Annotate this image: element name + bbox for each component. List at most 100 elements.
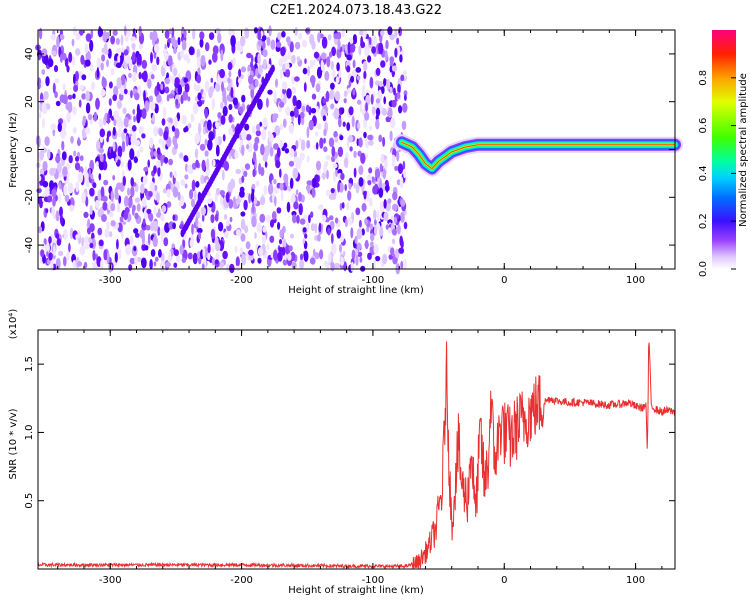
spectrogram-noise-cell — [296, 99, 302, 110]
spectrogram-noise-cell — [361, 228, 365, 236]
spectrogram-noise-cell — [252, 125, 256, 134]
spectrogram-noise-cell — [367, 252, 372, 260]
spectrogram-noise-cell — [51, 188, 57, 198]
spectrogram-noise-cell — [357, 122, 361, 130]
spectrogram-noise-cell — [393, 216, 398, 224]
spectrogram-noise-cell — [327, 34, 332, 41]
spectrogram-noise-cell — [130, 134, 137, 146]
spectrogram-noise-cell — [91, 81, 96, 91]
spectrogram-noise-cell — [289, 41, 294, 53]
spectrogram-noise-cell — [88, 168, 91, 178]
spectrogram-noise-cell — [302, 227, 307, 233]
spectrogram-noise-cell — [284, 148, 290, 154]
spectrogram-noise-cell — [328, 137, 335, 148]
spectrogram-noise-cell — [326, 56, 331, 68]
spectrogram-noise-cell — [308, 119, 314, 131]
spectrogram-noise-cell — [201, 91, 207, 98]
spectrogram-noise-cell — [131, 125, 137, 132]
spectrogram-noise-cell — [214, 27, 221, 34]
spectrogram-noise-cell — [260, 166, 265, 177]
spectrogram-noise-cell — [54, 91, 58, 99]
spectrogram-noise-cell — [84, 126, 91, 135]
spectrogram-noise-cell — [201, 159, 206, 172]
spectrogram-noise-cell — [225, 192, 230, 203]
spectrogram-noise-cell — [240, 35, 246, 47]
spectrogram-noise-cell — [339, 135, 344, 141]
spectrogram-noise-cell — [376, 209, 380, 221]
spectrogram-noise-cell — [160, 252, 165, 263]
spectrogram-noise-cell — [116, 201, 121, 213]
spectrogram-noise-cell — [153, 261, 157, 267]
spectrogram-noise-cell — [237, 78, 242, 84]
spectrogram-noise-cell — [143, 166, 149, 172]
spectrogram-noise-cell — [63, 229, 68, 241]
spectrogram-noise-cell — [201, 213, 205, 222]
spectrogram-noise-cell — [308, 214, 311, 224]
spectrogram-noise-cell — [402, 160, 406, 171]
spectrogram-noise-cell — [87, 218, 91, 228]
spectrogram-noise-cell — [114, 192, 119, 200]
spectrogram-noise-cell — [133, 246, 137, 252]
spectrogram-noise-cell — [243, 170, 248, 177]
spectrogram-noise-cell — [188, 46, 195, 56]
spectrogram-noise-cell — [383, 78, 387, 87]
spectrogram-noise-cell — [267, 89, 273, 95]
spectrogram-noise-cell — [333, 262, 340, 270]
spectrogram-noise-cell — [63, 184, 68, 196]
spectrogram-noise-cell — [315, 169, 321, 176]
spectrogram-noise-cell — [73, 25, 77, 36]
spectrogram-noise-cell — [158, 249, 162, 258]
spectrogram-noise-cell — [207, 139, 213, 151]
spectrogram-noise-cell — [322, 98, 327, 104]
colorbar: 0.0 0.2 0.4 0.6 0.8 Normalized spectral ampl… — [698, 30, 749, 277]
spectrogram-noise-cell — [327, 227, 331, 236]
spectrogram-noise-cell — [120, 161, 124, 168]
spectrogram-noise-cell — [275, 41, 282, 48]
spectrogram-noise-cell — [75, 156, 80, 162]
spectrogram-noise-cell — [211, 98, 215, 111]
spectrogram-noise-cell — [89, 223, 95, 233]
spectrogram-noise-cell — [391, 65, 398, 72]
spectrogram-noise-cell — [139, 229, 145, 239]
spectrogram-noise-cell — [140, 183, 145, 194]
spectrogram-noise-cell — [41, 101, 47, 113]
spectrogram-noise-cell — [173, 249, 179, 257]
spectrogram-noise-cell — [367, 134, 373, 140]
spectrogram-noise-cell — [62, 166, 68, 177]
spectrogram-noise-cell — [261, 128, 267, 141]
spectrogram-noise-cell — [53, 244, 56, 257]
spectrogram-noise-cell — [55, 155, 61, 163]
spectrogram-noise-cell — [143, 175, 148, 185]
spectrogram-noise-cell — [150, 100, 156, 111]
spectrogram-noise-cell — [197, 227, 203, 234]
spectrogram-noise-cell — [220, 101, 224, 110]
spectrogram-noise-cell — [229, 178, 236, 189]
spectrogram-noise-cell — [79, 84, 84, 90]
spectrogram-noise-cell — [179, 79, 184, 85]
spectrogram-noise-cell — [350, 43, 356, 53]
spectrogram-noise-cell — [291, 75, 295, 85]
spectrogram-noise-cell — [153, 191, 156, 197]
spectrogram-noise-cell — [130, 36, 137, 42]
spectrogram-noise-cell — [80, 54, 85, 65]
spectrogram-noise-cell — [396, 37, 400, 45]
spectrogram-noise-cell — [359, 256, 363, 263]
spectrogram-noise-cell — [67, 94, 73, 100]
spectrogram-noise-cell — [279, 101, 285, 108]
spectrogram-streak-cell — [270, 64, 275, 73]
spectrogram-noise-cell — [208, 86, 214, 99]
spectrogram-noise-cell — [368, 140, 374, 146]
spectrogram-noise-cell — [224, 214, 228, 220]
spectrogram-noise-cell — [349, 146, 353, 152]
spectrogram-noise-cell — [333, 33, 340, 40]
spectrogram-noise-cell — [396, 150, 400, 162]
spectrogram-noise-cell — [294, 26, 298, 36]
spectrogram-noise-cell — [114, 252, 118, 263]
spectrogram-noise-cell — [157, 166, 161, 177]
spectrogram-noise-cell — [117, 145, 123, 158]
spectrogram-noise-cell — [161, 205, 167, 213]
spectrogram-noise-cell — [304, 58, 307, 65]
spectrogram-noise-cell — [55, 210, 60, 222]
spectrogram-noise-cell — [282, 87, 287, 95]
carrier-track — [393, 134, 683, 177]
